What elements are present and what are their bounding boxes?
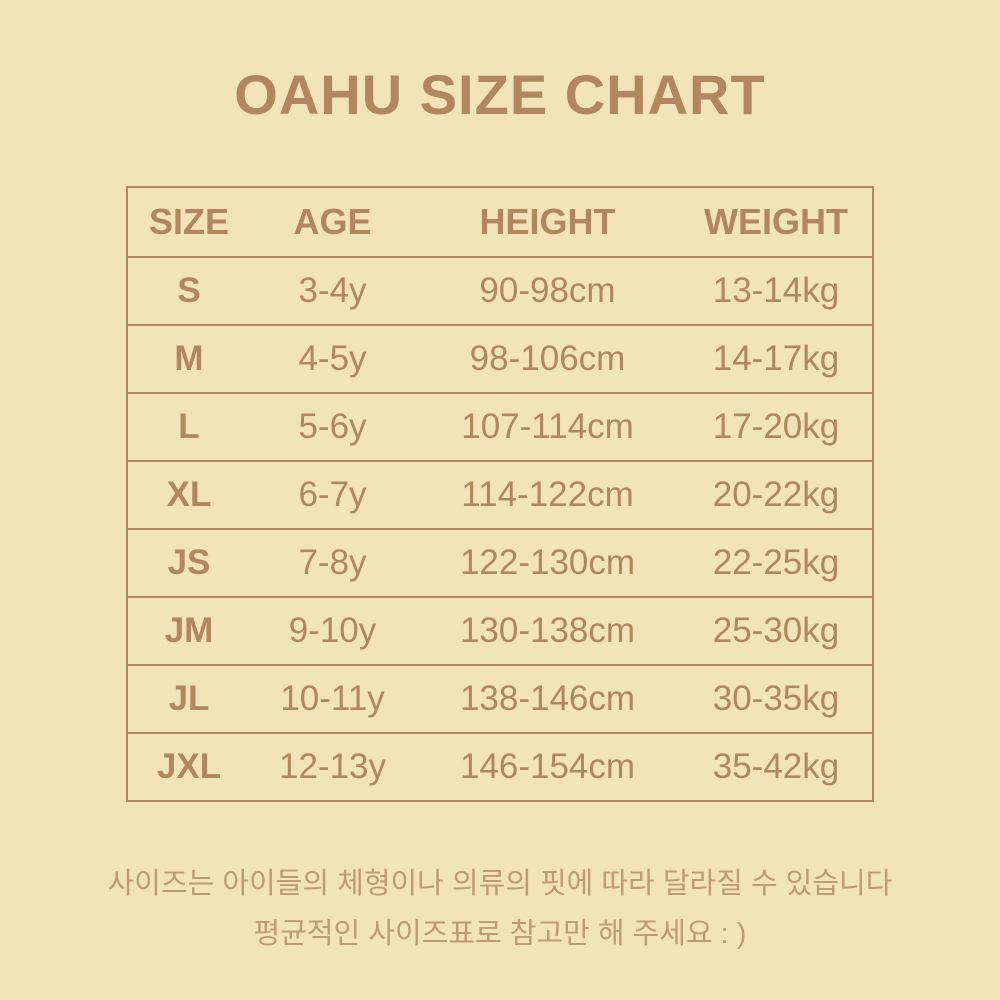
header-size: SIZE: [148, 201, 229, 242]
cell-height: 107-114cm: [461, 407, 634, 446]
cell-height: 138-146cm: [459, 679, 636, 718]
cell-weight: 17-20kg: [712, 407, 840, 446]
table-header-row: SIZE AGE HEIGHT WEIGHT: [128, 188, 872, 256]
table-row: JXL 12-13y 146-154cm 35-42kg: [128, 732, 872, 800]
size-table: SIZE AGE HEIGHT WEIGHT S 3-4y 90-98cm 13-14…: [126, 186, 874, 802]
cell-weight: 22-25kg: [712, 543, 840, 582]
cell-weight: 13-14kg: [712, 271, 840, 310]
cell-age: 10-11y: [280, 679, 385, 718]
cell-size: JS: [167, 543, 211, 582]
cell-age: 9-10y: [288, 611, 377, 650]
cell-height: 146-154cm: [459, 747, 636, 786]
header-age: AGE: [293, 201, 372, 242]
cell-weight: 30-35kg: [712, 679, 840, 718]
table-row: XL 6-7y 114-122cm 20-22kg: [128, 460, 872, 528]
table-row: M 4-5y 98-106cm 14-17kg: [128, 324, 872, 392]
table-row: JS 7-8y 122-130cm 22-25kg: [128, 528, 872, 596]
cell-age: 6-7y: [298, 475, 367, 514]
cell-size: JL: [168, 679, 210, 718]
page-title: OAHU SIZE CHART: [234, 63, 766, 126]
table-row: JM 9-10y 130-138cm 25-30kg: [128, 596, 872, 664]
cell-height: 90-98cm: [479, 271, 616, 310]
cell-weight: 35-42kg: [712, 747, 840, 786]
cell-age: 5-6y: [298, 407, 367, 446]
cell-age: 3-4y: [298, 271, 367, 310]
table-row: S 3-4y 90-98cm 13-14kg: [128, 256, 872, 324]
table-row: JL 10-11y 138-146cm 30-35kg: [128, 664, 872, 732]
cell-height: 98-106cm: [469, 339, 626, 378]
cell-size: M: [174, 339, 204, 378]
cell-weight: 20-22kg: [712, 475, 840, 514]
cell-size: L: [178, 407, 200, 446]
cell-height: 114-122cm: [461, 475, 634, 514]
cell-weight: 14-17kg: [712, 339, 840, 378]
cell-size: XL: [166, 475, 212, 514]
cell-weight: 25-30kg: [712, 611, 840, 650]
cell-height: 130-138cm: [459, 611, 636, 650]
cell-age: 7-8y: [298, 543, 367, 582]
table-row: L 5-6y 107-114cm 17-20kg: [128, 392, 872, 460]
note-line-1: 사이즈는 아이들의 체형이나 의류의 핏에 따라 달라질 수 있습니다: [107, 868, 893, 900]
cell-size: JXL: [156, 747, 222, 786]
cell-size: S: [177, 271, 201, 310]
header-height: HEIGHT: [479, 201, 616, 242]
cell-height: 122-130cm: [459, 543, 636, 582]
cell-age: 12-13y: [278, 747, 387, 786]
header-weight: WEIGHT: [704, 201, 848, 242]
cell-size: JM: [164, 611, 214, 650]
note-line-2: 평균적인 사이즈표로 참고만 해 주세요 : ): [253, 918, 747, 950]
cell-age: 4-5y: [298, 339, 367, 378]
